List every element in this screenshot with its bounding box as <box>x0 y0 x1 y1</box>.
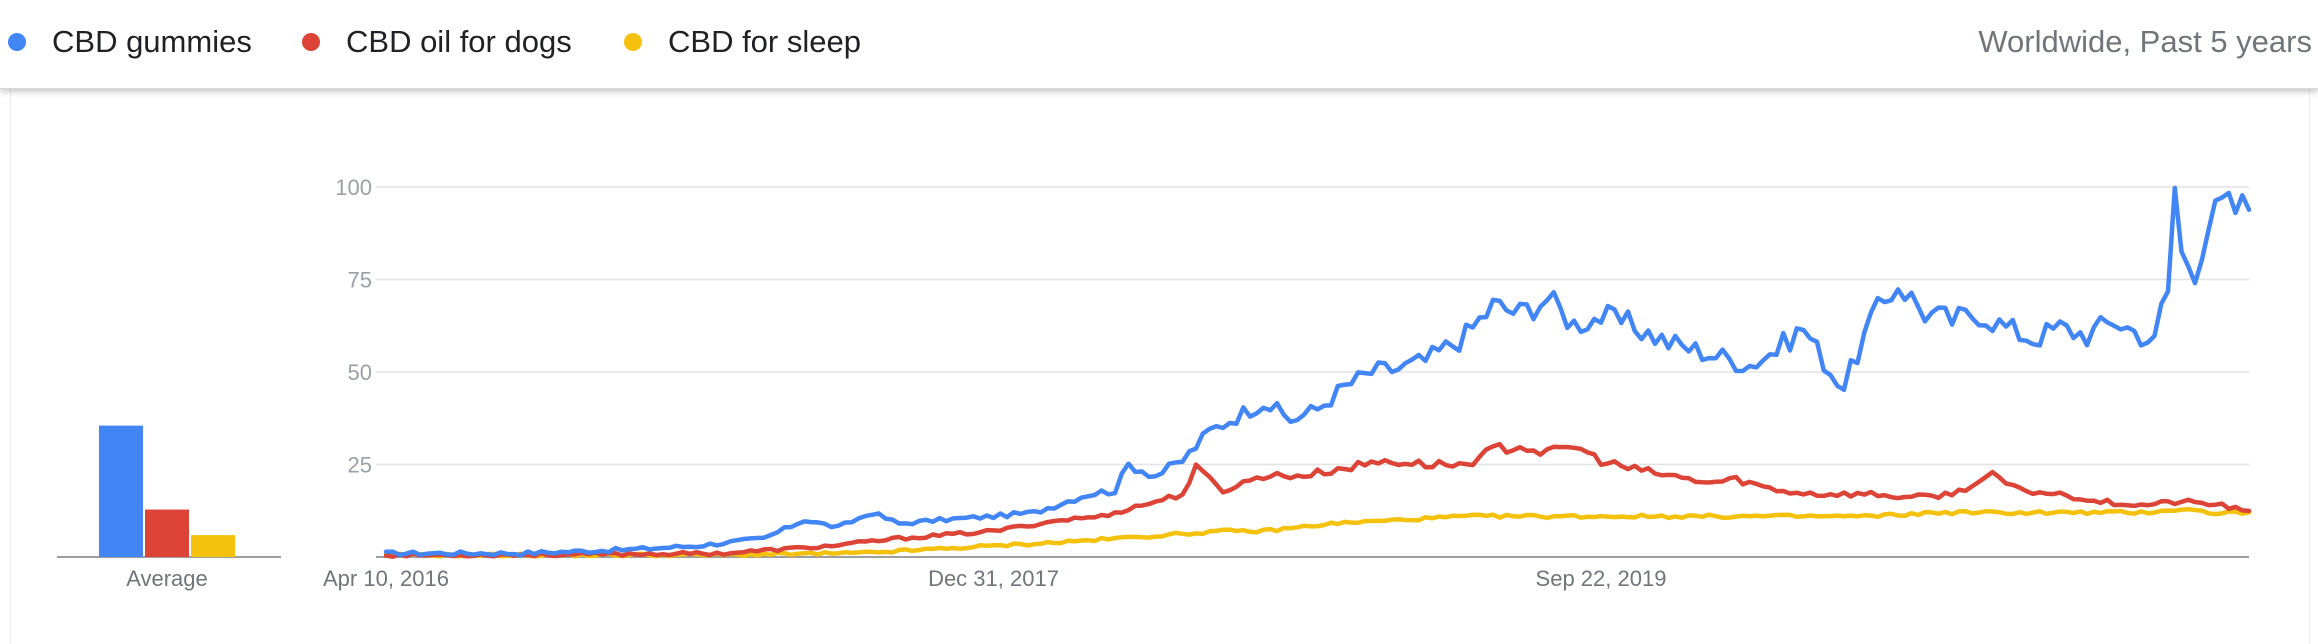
legend-dot-icon <box>302 33 320 51</box>
average-bar-cbd-for-sleep <box>191 535 235 557</box>
y-tick-label-25: 25 <box>348 453 372 478</box>
legend-dot-icon <box>8 33 26 51</box>
series-line-cbd-oil-for-dogs <box>383 441 2252 559</box>
average-label: Average <box>126 566 208 591</box>
y-tick-label-100: 100 <box>335 175 372 200</box>
average-bar-cbd-gummies <box>99 425 143 557</box>
x-tick-label-1: Dec 31, 2017 <box>928 566 1059 591</box>
x-tick-label-2: Sep 22, 2019 <box>1536 566 1667 591</box>
scope-label[interactable]: Worldwide, Past 5 years <box>1978 24 2312 59</box>
chart-card: Average 25 50 75 100 Apr 10, 2016 Dec 31, 2017… <box>10 90 2310 644</box>
legend-label: CBD for sleep <box>668 24 861 59</box>
legend-bar: CBD gummies CBD oil for dogs CBD for sle… <box>0 0 2318 89</box>
average-bar-cbd-oil-for-dogs <box>145 509 189 557</box>
legend-label: CBD gummies <box>52 24 252 59</box>
legend-label: CBD oil for dogs <box>346 24 572 59</box>
legend-item-cbd-oil-for-dogs[interactable]: CBD oil for dogs <box>302 22 572 62</box>
trends-chart: Average 25 50 75 100 Apr 10, 2016 Dec 31, 2017… <box>57 175 2252 591</box>
legend-item-cbd-for-sleep[interactable]: CBD for sleep <box>624 22 861 62</box>
x-tick-label-0: Apr 10, 2016 <box>323 566 449 591</box>
legend-dot-icon <box>624 33 642 51</box>
y-tick-label-50: 50 <box>348 360 372 385</box>
legend-item-cbd-gummies[interactable]: CBD gummies <box>8 22 252 62</box>
series-line-cbd-gummies <box>383 185 2252 558</box>
y-tick-label-75: 75 <box>348 268 372 293</box>
